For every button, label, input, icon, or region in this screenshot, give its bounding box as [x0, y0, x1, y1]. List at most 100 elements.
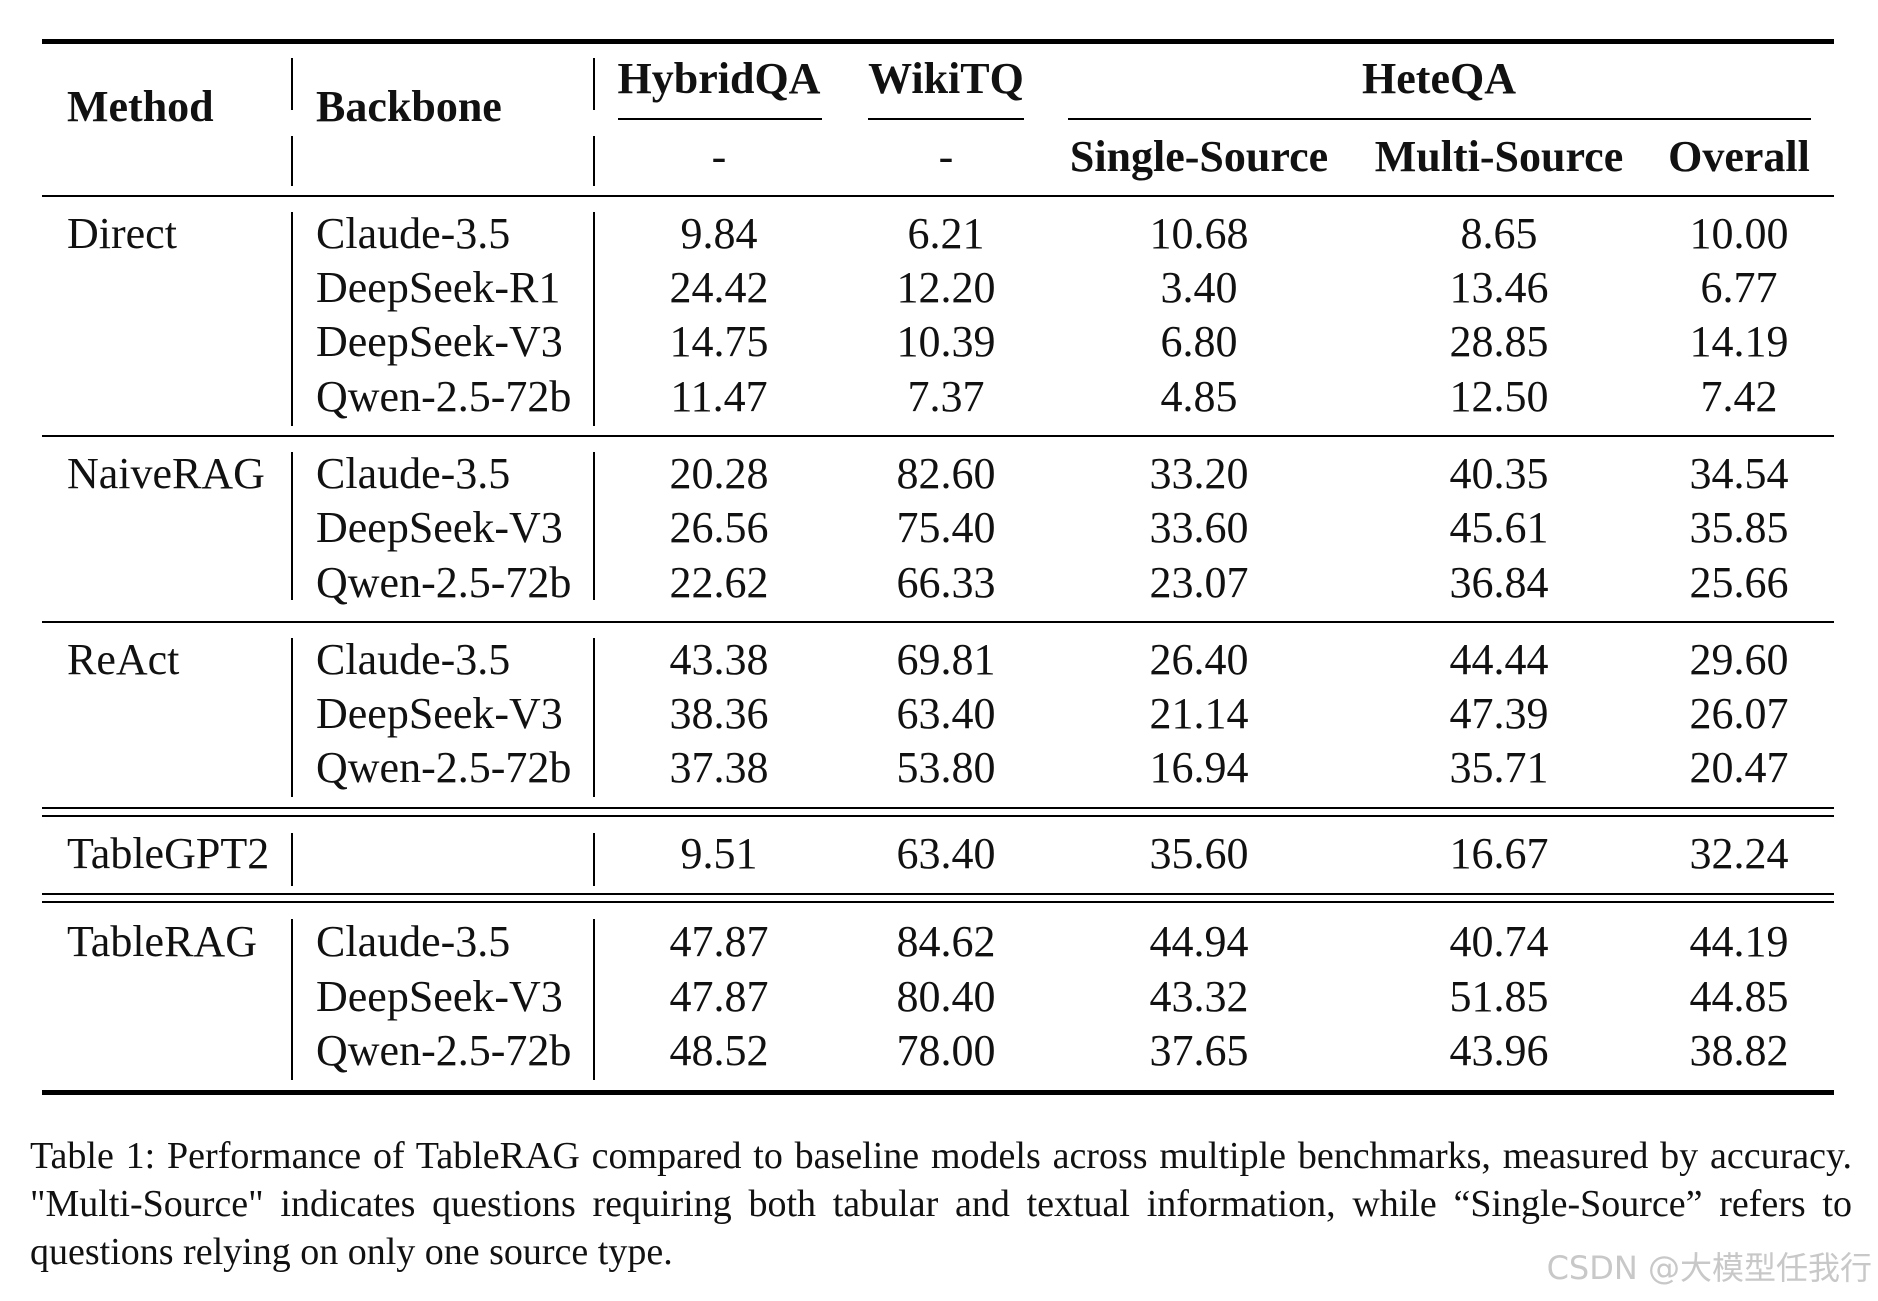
- overall-value: 20.47: [1689, 743, 1789, 792]
- backbone-cell: DeepSeek-V3: [316, 689, 563, 738]
- backbone-cell: DeepSeek-V3: [316, 972, 563, 1021]
- hybridqa-value: 9.51: [680, 829, 758, 878]
- caption-line: questions relying on only one source typ…: [30, 1231, 673, 1273]
- column-divider: [291, 452, 293, 600]
- single-source-value: 44.94: [1149, 917, 1249, 966]
- heteqa-header: HeteQA: [1362, 54, 1516, 103]
- overall-value: 32.24: [1689, 829, 1789, 878]
- hybridqa-value: 20.28: [669, 449, 769, 498]
- backbone-cell: Qwen-2.5-72b: [316, 372, 572, 421]
- table-row: Qwen-2.5-72b 48.52 78.00 37.65 43.96 38.82: [0, 1024, 1878, 1078]
- single-source-value: 16.94: [1149, 743, 1249, 792]
- column-divider: [291, 58, 293, 110]
- hybridqa-value: 24.42: [669, 263, 769, 312]
- overall-value: 38.82: [1689, 1026, 1789, 1075]
- column-divider: [593, 638, 595, 797]
- overall-value: 6.77: [1700, 263, 1778, 312]
- overall-value: 35.85: [1689, 503, 1789, 552]
- wikitq-value: 6.21: [907, 209, 985, 258]
- heteqa-cmidrule: [1068, 118, 1811, 120]
- table-row: Qwen-2.5-72b 22.62 66.33 23.07 36.84 25.66: [0, 556, 1878, 610]
- column-divider: [593, 136, 595, 186]
- column-divider: [291, 136, 293, 186]
- table-row: Qwen-2.5-72b 37.38 53.80 16.94 35.71 20.47: [0, 741, 1878, 795]
- overall-value: 29.60: [1689, 635, 1789, 684]
- single-source-value: 21.14: [1149, 689, 1249, 738]
- caption-line: "Multi-Source" indicates questions requi…: [30, 1183, 1852, 1225]
- backbone-cell: DeepSeek-R1: [316, 263, 561, 312]
- column-divider: [593, 452, 595, 600]
- wikitq-value: 66.33: [896, 558, 996, 607]
- wikitq-value: 78.00: [896, 1026, 996, 1075]
- overall-header: Overall: [1668, 132, 1810, 181]
- single-source-header: Single-Source: [1069, 132, 1329, 181]
- backbone-cell: Qwen-2.5-72b: [316, 558, 572, 607]
- table-row: NaiveRAG Claude-3.5 20.28 82.60 33.20 40.35 34…: [0, 447, 1878, 501]
- double-rule-upper: [42, 807, 1834, 809]
- backbone-cell: Claude-3.5: [316, 449, 511, 498]
- hybridqa-value: 26.56: [669, 503, 769, 552]
- table-row: Qwen-2.5-72b 11.47 7.37 4.85 12.50 7.42: [0, 370, 1878, 424]
- backbone-cell: Claude-3.5: [316, 917, 511, 966]
- method-header: Method: [67, 82, 214, 131]
- hybridqa-value: 43.38: [669, 635, 769, 684]
- overall-value: 26.07: [1689, 689, 1789, 738]
- hybridqa-cmidrule: [618, 118, 822, 120]
- wikitq-subheader: -: [938, 132, 954, 181]
- table-row: DeepSeek-V3 47.87 80.40 43.32 51.85 44.85: [0, 970, 1878, 1024]
- overall-value: 44.85: [1689, 972, 1789, 1021]
- column-divider: [593, 212, 595, 426]
- backbone-cell: Qwen-2.5-72b: [316, 743, 572, 792]
- table-row: DeepSeek-R1 24.42 12.20 3.40 13.46 6.77: [0, 261, 1878, 315]
- single-source-value: 37.65: [1149, 1026, 1249, 1075]
- multi-source-value: 36.84: [1449, 558, 1549, 607]
- multi-source-value: 43.96: [1449, 1026, 1549, 1075]
- multi-source-value: 40.74: [1449, 917, 1549, 966]
- method-cell: Direct: [67, 209, 177, 258]
- hybridqa-value: 22.62: [669, 558, 769, 607]
- column-divider: [291, 833, 293, 886]
- hybridqa-value: 11.47: [670, 372, 768, 421]
- table-row: ReAct Claude-3.5 43.38 69.81 26.40 44.44 29.60: [0, 633, 1878, 687]
- multi-source-value: 8.65: [1460, 209, 1538, 258]
- group-rule: [42, 621, 1834, 623]
- single-source-value: 43.32: [1149, 972, 1249, 1021]
- wikitq-value: 69.81: [896, 635, 996, 684]
- table-row: TableRAG Claude-3.5 47.87 84.62 44.94 40.74 44…: [0, 915, 1878, 969]
- multi-source-value: 44.44: [1449, 635, 1549, 684]
- single-source-value: 33.20: [1149, 449, 1249, 498]
- multi-source-value: 12.50: [1449, 372, 1549, 421]
- multi-source-value: 13.46: [1449, 263, 1549, 312]
- method-cell: TableGPT2: [67, 829, 270, 878]
- hybridqa-value: 38.36: [669, 689, 769, 738]
- wikitq-value: 53.80: [896, 743, 996, 792]
- multi-source-value: 47.39: [1449, 689, 1549, 738]
- multi-source-value: 51.85: [1449, 972, 1549, 1021]
- column-divider: [593, 833, 595, 886]
- overall-value: 34.54: [1689, 449, 1789, 498]
- backbone-cell: Claude-3.5: [316, 209, 511, 258]
- single-source-value: 10.68: [1149, 209, 1249, 258]
- table-row: DeepSeek-V3 38.36 63.40 21.14 47.39 26.07: [0, 687, 1878, 741]
- wikitq-value: 63.40: [896, 689, 996, 738]
- multi-source-value: 35.71: [1449, 743, 1549, 792]
- wikitq-value: 7.37: [907, 372, 985, 421]
- wikitq-value: 63.40: [896, 829, 996, 878]
- table-caption: Table 1: Performance of TableRAG compare…: [30, 1132, 1852, 1276]
- multi-source-value: 40.35: [1449, 449, 1549, 498]
- bottom-rule: [42, 1090, 1834, 1095]
- overall-value: 10.00: [1689, 209, 1789, 258]
- backbone-cell: DeepSeek-V3: [316, 503, 563, 552]
- hybridqa-value: 14.75: [669, 317, 769, 366]
- wikitq-value: 82.60: [896, 449, 996, 498]
- column-divider: [593, 58, 595, 110]
- wikitq-value: 75.40: [896, 503, 996, 552]
- backbone-header: Backbone: [316, 82, 502, 131]
- single-source-value: 26.40: [1149, 635, 1249, 684]
- hybridqa-header: HybridQA: [617, 54, 821, 103]
- multi-source-value: 28.85: [1449, 317, 1549, 366]
- double-rule-lower: [42, 815, 1834, 817]
- overall-value: 25.66: [1689, 558, 1789, 607]
- watermark: CSDN @大模型任我行: [1546, 1249, 1872, 1287]
